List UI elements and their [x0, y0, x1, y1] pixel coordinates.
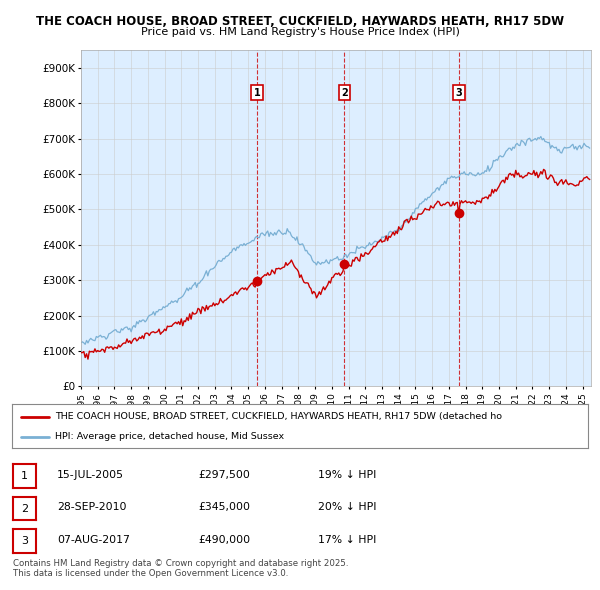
Text: 1: 1 — [254, 88, 260, 97]
Text: 28-SEP-2010: 28-SEP-2010 — [57, 503, 127, 512]
Text: £490,000: £490,000 — [198, 535, 250, 545]
Text: £345,000: £345,000 — [198, 503, 250, 512]
Text: Contains HM Land Registry data © Crown copyright and database right 2025.: Contains HM Land Registry data © Crown c… — [13, 559, 349, 568]
Text: 3: 3 — [21, 536, 28, 546]
Text: Price paid vs. HM Land Registry's House Price Index (HPI): Price paid vs. HM Land Registry's House … — [140, 27, 460, 37]
Text: 17% ↓ HPI: 17% ↓ HPI — [318, 535, 376, 545]
Text: 20% ↓ HPI: 20% ↓ HPI — [318, 503, 377, 512]
Text: This data is licensed under the Open Government Licence v3.0.: This data is licensed under the Open Gov… — [13, 569, 289, 578]
Text: 2: 2 — [341, 88, 348, 97]
Text: 07-AUG-2017: 07-AUG-2017 — [57, 535, 130, 545]
Text: HPI: Average price, detached house, Mid Sussex: HPI: Average price, detached house, Mid … — [55, 432, 284, 441]
Text: 2: 2 — [21, 504, 28, 513]
Text: THE COACH HOUSE, BROAD STREET, CUCKFIELD, HAYWARDS HEATH, RH17 5DW: THE COACH HOUSE, BROAD STREET, CUCKFIELD… — [36, 15, 564, 28]
Text: THE COACH HOUSE, BROAD STREET, CUCKFIELD, HAYWARDS HEATH, RH17 5DW (detached ho: THE COACH HOUSE, BROAD STREET, CUCKFIELD… — [55, 412, 502, 421]
Text: 1: 1 — [21, 471, 28, 481]
Text: 19% ↓ HPI: 19% ↓ HPI — [318, 470, 376, 480]
Text: 3: 3 — [455, 88, 462, 97]
Text: £297,500: £297,500 — [198, 470, 250, 480]
Text: 15-JUL-2005: 15-JUL-2005 — [57, 470, 124, 480]
